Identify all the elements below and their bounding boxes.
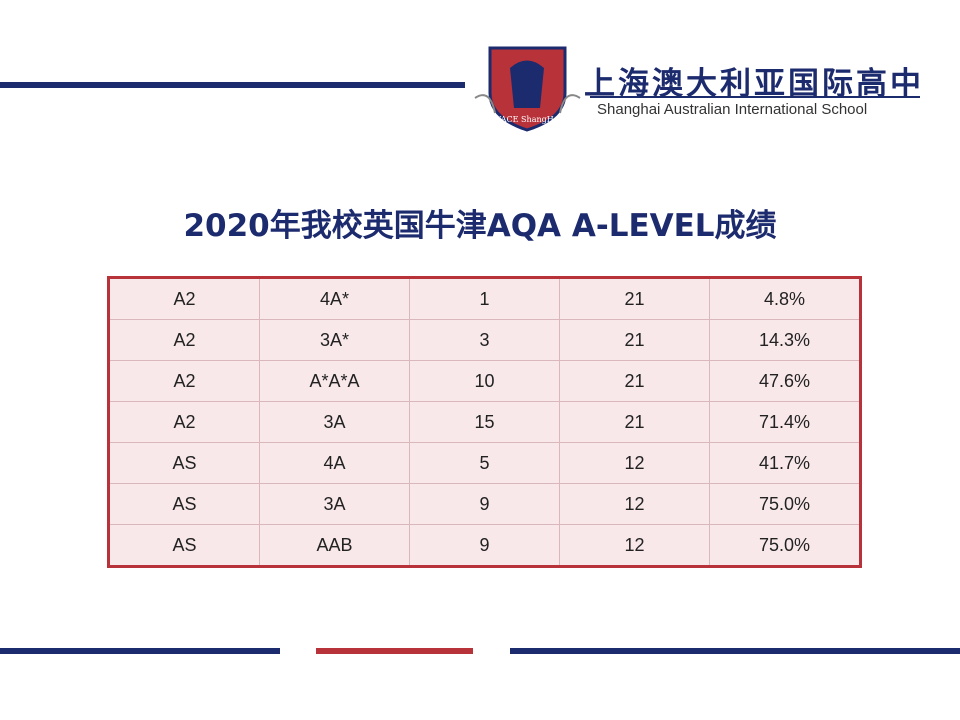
table-row: A2 A*A*A 10 21 47.6%: [108, 360, 861, 402]
table-cell: 75.0%: [709, 483, 861, 525]
table-cell: 21: [559, 319, 710, 361]
school-rule: [590, 96, 920, 98]
table-cell: 47.6%: [709, 360, 861, 402]
table-cell: 3A*: [259, 319, 410, 361]
table-row: AS 4A 5 12 41.7%: [108, 442, 861, 484]
table-cell: A2: [108, 319, 260, 361]
table-cell: 41.7%: [709, 442, 861, 484]
table-row: AS AAB 9 12 75.0%: [108, 524, 861, 567]
table-cell: 4.8%: [709, 277, 861, 320]
top-rule: [0, 82, 465, 88]
table-cell: 75.0%: [709, 524, 861, 567]
table-cell: 10: [409, 360, 560, 402]
table-cell: AS: [108, 483, 260, 525]
table-cell: A2: [108, 401, 260, 443]
table-cell: 3: [409, 319, 560, 361]
title: 2020年我校英国牛津AQA A-LEVEL成绩: [183, 208, 777, 244]
table-cell: 12: [559, 483, 710, 525]
table-cell: 3A: [259, 401, 410, 443]
table-cell: 21: [559, 401, 710, 443]
table-cell: 9: [409, 524, 560, 567]
table-cell: A*A*A: [259, 360, 410, 402]
table-cell: 12: [559, 524, 710, 567]
table-cell: 4A*: [259, 277, 410, 320]
bottom-rule: [316, 648, 473, 654]
table-cell: AS: [108, 524, 260, 567]
school-name-cn: 上海澳大利亚国际高中: [584, 66, 924, 102]
bottom-rule: [0, 648, 280, 654]
table-row: A2 3A 15 21 71.4%: [108, 401, 861, 443]
table-cell: 5: [409, 442, 560, 484]
results-table: A2 4A* 1 21 4.8% A2 3A* 3 21 14.3% A2 A*A*A 10 21 47.6…: [107, 276, 862, 568]
table-cell: 12: [559, 442, 710, 484]
table-cell: 71.4%: [709, 401, 861, 443]
table-cell: 9: [409, 483, 560, 525]
table-cell: 15: [409, 401, 560, 443]
table-row: A2 3A* 3 21 14.3%: [108, 319, 861, 361]
table-cell: 1: [409, 277, 560, 320]
table-cell: 3A: [259, 483, 410, 525]
table-cell: A2: [108, 277, 260, 320]
table-cell: AAB: [259, 524, 410, 567]
table-cell: 4A: [259, 442, 410, 484]
table-cell: A2: [108, 360, 260, 402]
bottom-rule: [510, 648, 960, 654]
table-row: AS 3A 9 12 75.0%: [108, 483, 861, 525]
table-cell: AS: [108, 442, 260, 484]
table-row: A2 4A* 1 21 4.8%: [108, 277, 861, 320]
table-cell: 21: [559, 277, 710, 320]
school-name-en: Shanghai Australian International School: [597, 101, 868, 118]
table-cell: 14.3%: [709, 319, 861, 361]
logo: WACE ShangHai: [474, 46, 581, 132]
table-cell: 21: [559, 360, 710, 402]
logo-text: WACE ShangHai: [493, 115, 562, 124]
